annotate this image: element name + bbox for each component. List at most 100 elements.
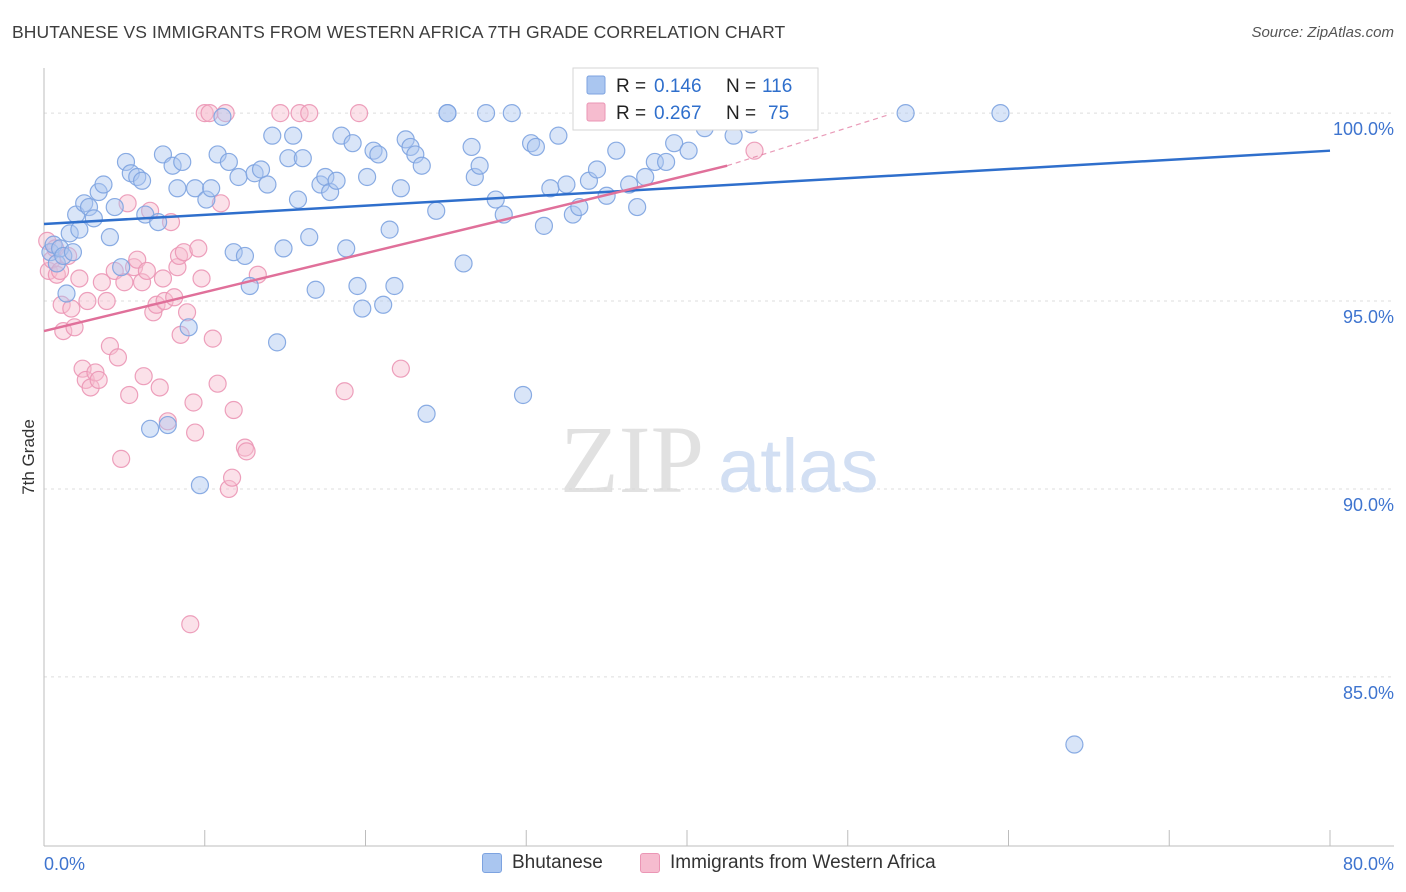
point-bhutanese [54, 246, 73, 266]
point-bhutanese [179, 318, 198, 337]
legend-item-bhutanese[interactable]: Bhutanese [482, 852, 603, 874]
point-immigrants [120, 385, 139, 405]
point-bhutanese [70, 220, 89, 239]
trend-lines [43, 114, 1331, 333]
point-bhutanese [476, 104, 496, 123]
point-bhutanese [628, 197, 647, 217]
point-bhutanese [321, 182, 340, 202]
point-immigrants [195, 104, 214, 123]
legend-swatch-immigrants-bottom [640, 853, 660, 873]
point-immigrants [184, 393, 203, 412]
point-bhutanese [343, 134, 362, 153]
point-bhutanese [358, 167, 377, 187]
zipatlas-watermark: ZIP atlas [560, 406, 879, 513]
x-tick-label-max: 80.0% [1343, 854, 1394, 874]
point-bhutanese [896, 104, 915, 123]
point-bhutanese [563, 205, 582, 224]
point-immigrants [222, 468, 242, 487]
y-tick-label: 85.0% [1343, 683, 1394, 703]
point-bhutanese [47, 254, 66, 273]
watermark-zip: ZIP [560, 406, 704, 513]
point-bhutanese [427, 201, 446, 220]
point-immigrants [70, 269, 89, 288]
point-bhutanese [229, 167, 248, 187]
point-immigrants [224, 400, 243, 420]
correlation-legend: R = 0.146 N = 116 R = 0.267 N = 75 [572, 67, 819, 131]
point-bhutanese [502, 104, 521, 123]
point-immigrants [62, 299, 81, 318]
point-immigrants [177, 303, 197, 322]
point-bhutanese [513, 385, 533, 405]
point-immigrants [112, 449, 131, 468]
legend-n-value-2: 75 [768, 103, 789, 124]
point-immigrants [203, 329, 222, 348]
watermark-atlas: atlas [718, 424, 879, 509]
point-immigrants [153, 269, 173, 288]
point-bhutanese [84, 209, 103, 228]
point-bhutanese [100, 228, 120, 247]
point-bhutanese [412, 156, 431, 175]
point-immigrants [208, 374, 227, 393]
point-immigrants [134, 367, 153, 386]
point-bhutanese [158, 415, 177, 435]
point-immigrants [219, 479, 238, 499]
point-bhutanese [284, 126, 303, 145]
point-bhutanese [116, 152, 136, 172]
point-bhutanese [202, 179, 221, 198]
point-bhutanese [251, 160, 271, 179]
point-immigrants [52, 295, 71, 314]
point-bhutanese [348, 276, 367, 296]
point-bhutanese [224, 243, 243, 262]
point-bhutanese [991, 104, 1010, 123]
point-bhutanese [235, 246, 255, 266]
point-immigrants [168, 258, 187, 277]
point-bhutanese [470, 156, 489, 175]
point-immigrants [78, 291, 97, 311]
point-bhutanese [112, 258, 131, 277]
point-immigrants [92, 273, 111, 292]
point-bhutanese [57, 284, 76, 303]
point-bhutanese [557, 175, 576, 194]
legend-label-immigrants: Immigrants from Western Africa [670, 852, 936, 873]
point-bhutanese [140, 419, 160, 438]
point-bhutanese [526, 137, 545, 157]
point-immigrants [186, 423, 205, 442]
point-bhutanese [534, 216, 554, 235]
legend-item-immigrants[interactable]: Immigrants from Western Africa [640, 852, 936, 874]
point-bhutanese [267, 333, 287, 352]
trend-line-immigrants [43, 164, 728, 333]
point-immigrants [189, 239, 208, 258]
point-bhutanese [163, 156, 182, 175]
point-immigrants [137, 261, 156, 281]
legend-box [572, 67, 819, 131]
point-bhutanese [327, 171, 346, 190]
gridlines [44, 112, 1394, 678]
point-bhutanese [293, 149, 312, 168]
y-tick-labels: 85.0% 90.0% 95.0% 100.0% [1333, 119, 1394, 703]
trend-line-immigrants-extension [727, 114, 889, 167]
point-bhutanese [213, 107, 232, 126]
point-immigrants [237, 442, 256, 461]
legend-swatch-bhutanese [586, 75, 606, 95]
point-bhutanese [665, 134, 684, 153]
point-bhutanese [274, 239, 293, 258]
point-immigrants [89, 370, 108, 390]
point-bhutanese [190, 476, 210, 495]
point-immigrants [174, 243, 193, 262]
point-immigrants [132, 273, 152, 292]
chart-title: BHUTANESE VS IMMIGRANTS FROM WESTERN AFR… [12, 22, 786, 42]
point-bhutanese [263, 126, 282, 145]
y-tick-label: 100.0% [1333, 119, 1394, 139]
legend-swatch-immigrants [586, 102, 606, 122]
point-bhutanese [462, 137, 481, 157]
point-bhutanese [465, 167, 484, 187]
y-axis-label: 7th Grade [19, 419, 38, 495]
point-immigrants [391, 359, 410, 378]
point-immigrants [97, 291, 116, 311]
point-bhutanese [63, 243, 83, 262]
series-legend: Bhutanese Immigrants from Western Africa [0, 852, 1406, 878]
point-bhutanese [279, 149, 298, 168]
point-immigrants [115, 273, 134, 292]
point-immigrants [300, 104, 319, 123]
